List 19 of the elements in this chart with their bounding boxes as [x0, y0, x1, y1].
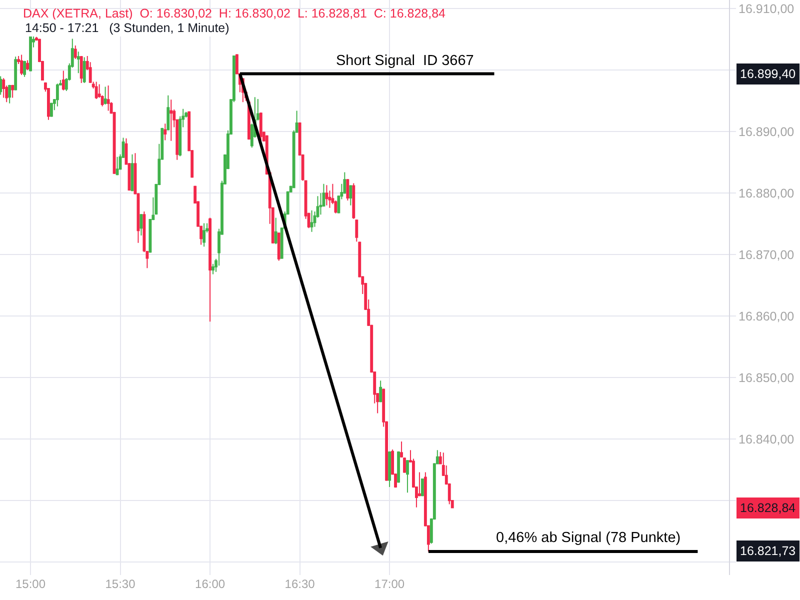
annotation: 0,46% ab Signal (78 Punkte): [496, 530, 681, 546]
y-tick-label: 16.910,00: [738, 2, 794, 16]
text: 14:50 - 17:21 (3 Stunden, 1 Minute): [25, 21, 230, 35]
x-tick-label: 16:00: [195, 577, 226, 591]
y2-tick-label: 16.899,40: [740, 67, 796, 81]
y-tick-label: 16.850,00: [738, 370, 794, 385]
x-tick-label: 17:00: [374, 577, 405, 591]
y-tick-label: 16.840,00: [738, 432, 794, 446]
text: DAX (XETRA, Last) O: 16.830,02 H: 16.830,02 L: 16.828,81 C: 16.828,84: [23, 6, 446, 20]
y-tick-label: 16.860,00: [738, 309, 794, 324]
y-tick-label: 16.890,00: [738, 124, 794, 139]
y2-tick-label: 16.821,73: [740, 544, 796, 558]
y-tick-label: 16.870,00: [738, 248, 794, 262]
y-tick-label: 16.880,00: [738, 186, 794, 200]
y2-tick-label: 16.828,84: [740, 501, 796, 515]
x-tick-label: 15:30: [105, 577, 136, 591]
x-tick-label: 16:30: [284, 577, 316, 591]
x-tick-label: 15:00: [16, 577, 46, 591]
annotation: Short Signal ID 3667: [336, 53, 474, 69]
